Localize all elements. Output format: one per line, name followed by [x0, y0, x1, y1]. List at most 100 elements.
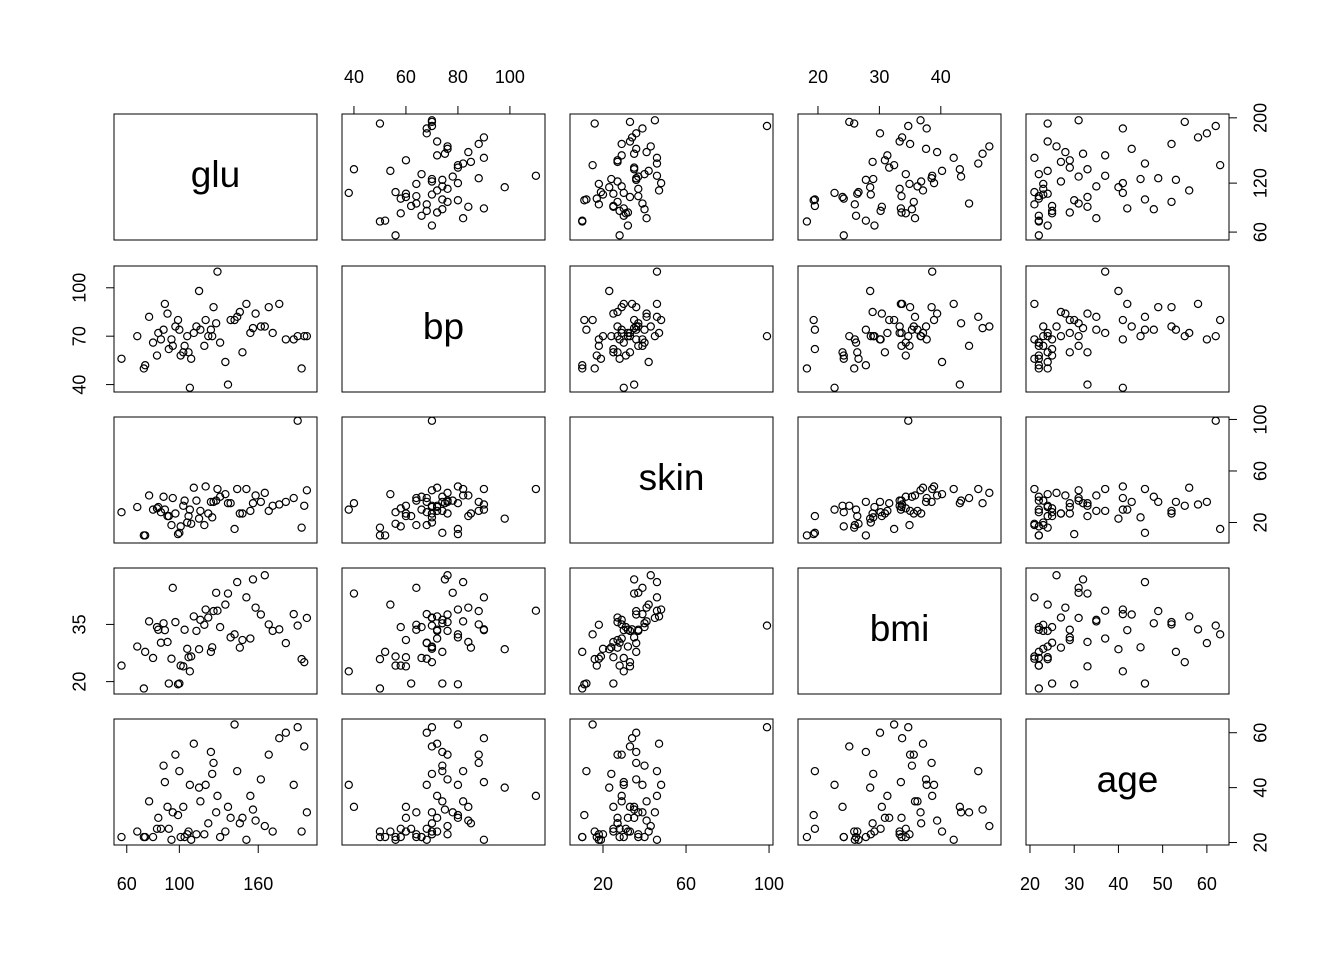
- point: [396, 622, 405, 632]
- point: [432, 625, 442, 634]
- point: [634, 341, 643, 351]
- point: [617, 615, 626, 625]
- point: [474, 174, 483, 183]
- point: [1184, 328, 1194, 338]
- point: [232, 484, 242, 494]
- point: [1083, 501, 1092, 510]
- point: [1030, 299, 1039, 309]
- point: [171, 750, 180, 759]
- point: [375, 827, 385, 836]
- x-tick-label: 160: [243, 874, 273, 894]
- point: [1171, 497, 1181, 507]
- point: [183, 331, 192, 341]
- point: [238, 813, 247, 823]
- point: [204, 819, 213, 828]
- point: [1083, 498, 1092, 508]
- point: [443, 144, 452, 154]
- point: [406, 201, 416, 211]
- point: [605, 286, 614, 296]
- point: [615, 832, 624, 842]
- point: [204, 613, 213, 622]
- point: [1215, 315, 1225, 325]
- point: [443, 509, 452, 518]
- point: [613, 156, 622, 165]
- point: [617, 634, 626, 643]
- panel-frame: [113, 113, 318, 241]
- point: [168, 583, 177, 593]
- point: [932, 309, 942, 318]
- point: [438, 615, 447, 625]
- point: [438, 182, 447, 191]
- point: [650, 116, 660, 125]
- point: [466, 509, 476, 518]
- point: [117, 661, 126, 670]
- point: [578, 684, 587, 693]
- point: [1078, 575, 1088, 584]
- point: [438, 797, 447, 806]
- point: [623, 208, 633, 217]
- variable-label: skin: [639, 457, 705, 498]
- point: [422, 780, 431, 790]
- point: [375, 531, 385, 540]
- point: [448, 172, 457, 181]
- point: [928, 171, 937, 180]
- point: [256, 610, 266, 619]
- point: [192, 830, 201, 839]
- point: [375, 654, 385, 664]
- point: [1056, 157, 1066, 167]
- point: [264, 302, 273, 312]
- point: [904, 121, 913, 131]
- point: [443, 821, 452, 831]
- point: [242, 593, 251, 602]
- point: [427, 808, 437, 817]
- point: [256, 775, 266, 784]
- point: [1211, 416, 1220, 425]
- point: [1030, 654, 1039, 663]
- point: [221, 600, 230, 609]
- point: [200, 520, 209, 530]
- point: [851, 211, 861, 220]
- point: [897, 832, 906, 842]
- point: [609, 637, 618, 647]
- point: [629, 802, 639, 812]
- point: [223, 589, 233, 598]
- point: [964, 808, 974, 817]
- point: [1070, 315, 1079, 325]
- panel-frame: [113, 567, 318, 695]
- point: [937, 827, 947, 836]
- point: [479, 593, 489, 602]
- point: [260, 488, 270, 498]
- point: [479, 625, 489, 635]
- point: [869, 769, 878, 779]
- point: [869, 513, 878, 522]
- point: [615, 661, 624, 670]
- point: [1078, 149, 1088, 158]
- point: [148, 832, 158, 842]
- point: [634, 625, 643, 634]
- point: [1114, 286, 1123, 296]
- point: [1123, 204, 1132, 213]
- point: [401, 511, 411, 521]
- point: [256, 322, 266, 331]
- point: [880, 348, 890, 357]
- point: [918, 483, 928, 492]
- point: [632, 638, 641, 648]
- point: [159, 492, 168, 501]
- point: [868, 157, 877, 167]
- point: [474, 606, 483, 616]
- point: [1100, 171, 1110, 180]
- point: [453, 196, 463, 205]
- point: [974, 766, 983, 776]
- point: [1043, 626, 1052, 636]
- point: [1047, 206, 1057, 216]
- point: [625, 742, 635, 751]
- point: [140, 531, 150, 540]
- point: [802, 217, 812, 226]
- point: [656, 605, 666, 614]
- point: [955, 165, 965, 174]
- point: [613, 813, 622, 823]
- point: [866, 190, 875, 199]
- point: [152, 504, 162, 513]
- point: [854, 187, 863, 197]
- point: [868, 307, 877, 317]
